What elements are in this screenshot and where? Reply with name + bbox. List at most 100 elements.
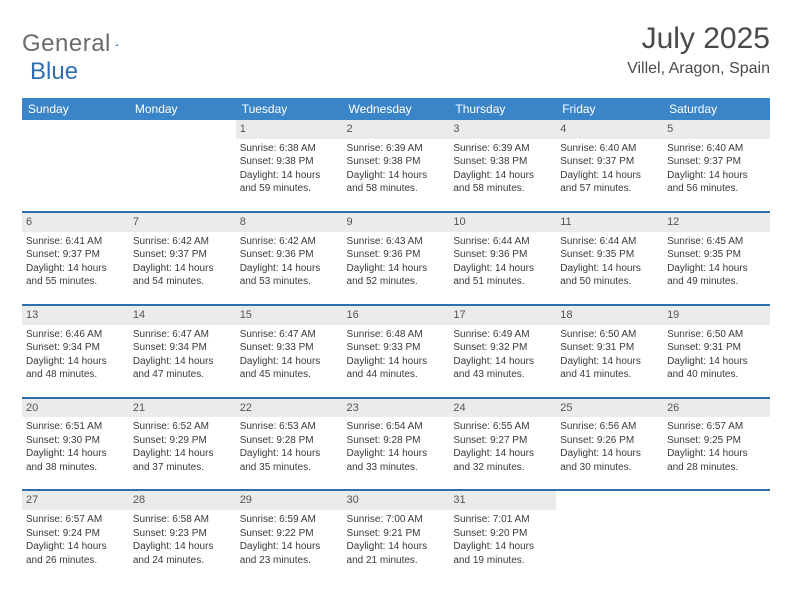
daylight-text: Daylight: 14 hours and 30 minutes.	[560, 447, 659, 474]
day-number: 23	[343, 399, 450, 418]
daylight-text: Daylight: 14 hours and 28 minutes.	[667, 447, 766, 474]
sunset-text: Sunset: 9:24 PM	[26, 527, 125, 541]
day-number: 7	[129, 213, 236, 232]
calendar-cell	[556, 490, 663, 573]
day-number: 10	[449, 213, 556, 232]
sunset-text: Sunset: 9:25 PM	[667, 434, 766, 448]
daylight-text: Daylight: 14 hours and 26 minutes.	[26, 540, 125, 567]
sunrise-text: Sunrise: 6:50 AM	[560, 328, 659, 342]
day-number: 4	[556, 120, 663, 139]
day-header: Friday	[556, 98, 663, 120]
daylight-text: Daylight: 14 hours and 51 minutes.	[453, 262, 552, 289]
sunset-text: Sunset: 9:38 PM	[347, 155, 446, 169]
sunset-text: Sunset: 9:20 PM	[453, 527, 552, 541]
sunrise-text: Sunrise: 6:46 AM	[26, 328, 125, 342]
sunrise-text: Sunrise: 6:57 AM	[667, 420, 766, 434]
sunrise-text: Sunrise: 6:55 AM	[453, 420, 552, 434]
calendar-cell: 31Sunrise: 7:01 AMSunset: 9:20 PMDayligh…	[449, 490, 556, 573]
daylight-text: Daylight: 14 hours and 49 minutes.	[667, 262, 766, 289]
brand-logo: General	[22, 22, 137, 58]
calendar-cell: 23Sunrise: 6:54 AMSunset: 9:28 PMDayligh…	[343, 398, 450, 481]
sunset-text: Sunset: 9:37 PM	[133, 248, 232, 262]
sunset-text: Sunset: 9:33 PM	[347, 341, 446, 355]
daylight-text: Daylight: 14 hours and 58 minutes.	[347, 169, 446, 196]
title-block: July 2025 Villel, Aragon, Spain	[627, 22, 770, 78]
day-number: 20	[22, 399, 129, 418]
calendar-cell: 1 Sunrise: 6:38 AMSunset: 9:38 PMDaylight…	[236, 120, 343, 202]
daylight-text: Daylight: 14 hours and 38 minutes.	[26, 447, 125, 474]
day-number: 1	[236, 120, 343, 139]
day-header: Sunday	[22, 98, 129, 120]
day-number: 9	[343, 213, 450, 232]
month-title: July 2025	[627, 22, 770, 56]
sunrise-text: Sunrise: 6:45 AM	[667, 235, 766, 249]
sunrise-text: Sunrise: 6:57 AM	[26, 513, 125, 527]
sunset-text: Sunset: 9:28 PM	[347, 434, 446, 448]
sunrise-text: Sunrise: 6:56 AM	[560, 420, 659, 434]
calendar-cell: 26Sunrise: 6:57 AMSunset: 9:25 PMDayligh…	[663, 398, 770, 481]
sunrise-text: Sunrise: 6:38 AM	[240, 142, 339, 156]
sunset-text: Sunset: 9:32 PM	[453, 341, 552, 355]
daylight-text: Daylight: 14 hours and 54 minutes.	[133, 262, 232, 289]
calendar-cell: 18Sunrise: 6:50 AMSunset: 9:31 PMDayligh…	[556, 305, 663, 388]
sunrise-text: Sunrise: 6:43 AM	[347, 235, 446, 249]
sunrise-text: Sunrise: 6:48 AM	[347, 328, 446, 342]
sunset-text: Sunset: 9:36 PM	[240, 248, 339, 262]
calendar-cell: 6Sunrise: 6:41 AMSunset: 9:37 PMDaylight…	[22, 212, 129, 295]
calendar-cell: 8Sunrise: 6:42 AMSunset: 9:36 PMDaylight…	[236, 212, 343, 295]
calendar-cell: 28Sunrise: 6:58 AMSunset: 9:23 PMDayligh…	[129, 490, 236, 573]
sunset-text: Sunset: 9:22 PM	[240, 527, 339, 541]
sunrise-text: Sunrise: 6:54 AM	[347, 420, 446, 434]
day-number: 5	[663, 120, 770, 139]
day-number: 30	[343, 491, 450, 510]
calendar-cell: 4Sunrise: 6:40 AMSunset: 9:37 PMDaylight…	[556, 120, 663, 202]
day-number: 11	[556, 213, 663, 232]
sunset-text: Sunset: 9:36 PM	[347, 248, 446, 262]
sunset-text: Sunset: 9:37 PM	[26, 248, 125, 262]
day-number: 15	[236, 306, 343, 325]
calendar-cell: 22Sunrise: 6:53 AMSunset: 9:28 PMDayligh…	[236, 398, 343, 481]
day-number: 31	[449, 491, 556, 510]
sunrise-text: Sunrise: 6:42 AM	[240, 235, 339, 249]
brand-name-2: Blue	[30, 58, 90, 86]
daylight-text: Daylight: 14 hours and 44 minutes.	[347, 355, 446, 382]
daylight-text: Daylight: 14 hours and 58 minutes.	[453, 169, 552, 196]
calendar-cell: 16 Sunrise: 6:48 AMSunset: 9:33 PMDayligh…	[343, 305, 450, 388]
day-number: 17	[449, 306, 556, 325]
sunrise-text: Sunrise: 6:47 AM	[240, 328, 339, 342]
sunrise-text: Sunrise: 6:40 AM	[667, 142, 766, 156]
daylight-text: Daylight: 14 hours and 52 minutes.	[347, 262, 446, 289]
daylight-text: Daylight: 14 hours and 48 minutes.	[26, 355, 125, 382]
daylight-text: Daylight: 14 hours and 43 minutes.	[453, 355, 552, 382]
day-number: 16	[343, 306, 450, 325]
sunset-text: Sunset: 9:26 PM	[560, 434, 659, 448]
daylight-text: Daylight: 14 hours and 59 minutes.	[240, 169, 339, 196]
calendar-cell: 21Sunrise: 6:52 AMSunset: 9:29 PMDayligh…	[129, 398, 236, 481]
day-number: 2	[343, 120, 450, 139]
daylight-text: Daylight: 14 hours and 35 minutes.	[240, 447, 339, 474]
sunset-text: Sunset: 9:38 PM	[240, 155, 339, 169]
sunrise-text: Sunrise: 6:51 AM	[26, 420, 125, 434]
daylight-text: Daylight: 14 hours and 55 minutes.	[26, 262, 125, 289]
calendar-cell	[22, 120, 129, 202]
calendar-table: Sunday Monday Tuesday Wednesday Thursday…	[22, 98, 770, 573]
day-number: 22	[236, 399, 343, 418]
day-number: 24	[449, 399, 556, 418]
calendar-cell: 7Sunrise: 6:42 AMSunset: 9:37 PMDaylight…	[129, 212, 236, 295]
daylight-text: Daylight: 14 hours and 47 minutes.	[133, 355, 232, 382]
calendar-week-row: 6Sunrise: 6:41 AMSunset: 9:37 PMDaylight…	[22, 212, 770, 295]
calendar-cell: 10Sunrise: 6:44 AMSunset: 9:36 PMDayligh…	[449, 212, 556, 295]
sunrise-text: Sunrise: 6:44 AM	[560, 235, 659, 249]
sunset-text: Sunset: 9:28 PM	[240, 434, 339, 448]
day-number: 27	[22, 491, 129, 510]
calendar-cell: 14Sunrise: 6:47 AMSunset: 9:34 PMDayligh…	[129, 305, 236, 388]
sunset-text: Sunset: 9:21 PM	[347, 527, 446, 541]
sunrise-text: Sunrise: 7:01 AM	[453, 513, 552, 527]
daylight-text: Daylight: 14 hours and 37 minutes.	[133, 447, 232, 474]
sunset-text: Sunset: 9:34 PM	[26, 341, 125, 355]
day-header: Monday	[129, 98, 236, 120]
calendar-cell: 27 Sunrise: 6:57 AMSunset: 9:24 PMDayligh…	[22, 490, 129, 573]
calendar-cell: 29Sunrise: 6:59 AMSunset: 9:22 PMDayligh…	[236, 490, 343, 573]
sunset-text: Sunset: 9:34 PM	[133, 341, 232, 355]
day-number: 25	[556, 399, 663, 418]
